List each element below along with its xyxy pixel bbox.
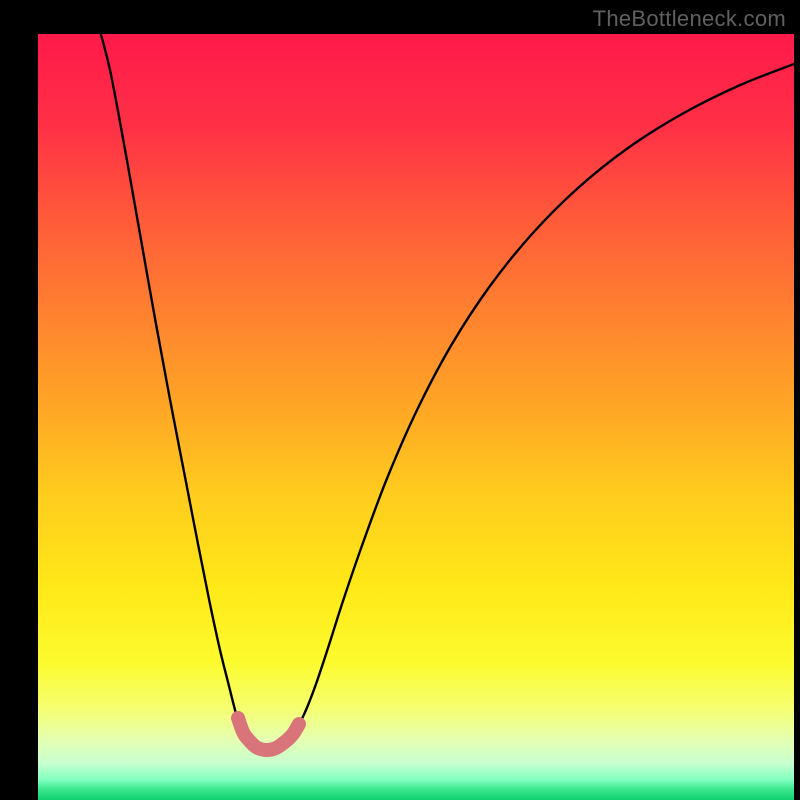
- watermark-text: TheBottleneck.com: [593, 6, 786, 32]
- plot-gradient-area: [38, 34, 794, 800]
- chart-curve-layer: [38, 34, 794, 800]
- gradient-rect: [38, 34, 794, 800]
- plot-frame: [0, 0, 800, 800]
